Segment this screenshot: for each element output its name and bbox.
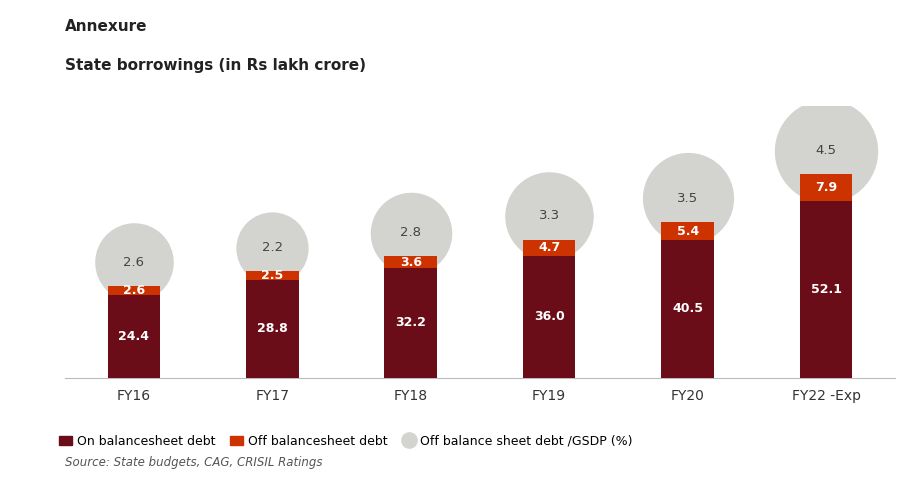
Text: State borrowings (in Rs lakh crore): State borrowings (in Rs lakh crore) [65, 58, 366, 73]
Bar [522, 240, 576, 256]
Bar [661, 240, 714, 378]
Text: 3.3: 3.3 [539, 210, 559, 223]
Text: Annexure: Annexure [65, 19, 147, 34]
Point [680, 195, 695, 202]
Text: 2.5: 2.5 [261, 269, 283, 282]
Bar [246, 272, 298, 280]
Bar [384, 256, 437, 269]
Point [542, 212, 557, 220]
Point [265, 244, 280, 252]
Point [126, 258, 141, 266]
Text: 7.9: 7.9 [815, 181, 837, 194]
Text: 2.8: 2.8 [401, 226, 421, 239]
Text: 52.1: 52.1 [810, 283, 842, 296]
Text: 40.5: 40.5 [672, 302, 703, 316]
Text: 24.4: 24.4 [118, 330, 150, 343]
Text: 2.6: 2.6 [124, 256, 144, 269]
Text: 2.2: 2.2 [262, 241, 282, 254]
Text: 5.4: 5.4 [677, 225, 699, 238]
Point [819, 147, 833, 154]
Point [403, 228, 418, 236]
Text: 3.6: 3.6 [400, 256, 422, 269]
Text: 4.5: 4.5 [816, 144, 836, 157]
Text: 3.5: 3.5 [677, 192, 698, 205]
Text: 4.7: 4.7 [538, 241, 560, 254]
Bar [522, 256, 576, 378]
Text: 28.8: 28.8 [257, 322, 288, 335]
Bar [246, 280, 298, 378]
Text: 32.2: 32.2 [395, 317, 426, 330]
Bar [107, 295, 160, 378]
Text: Source: State budgets, CAG, CRISIL Ratings: Source: State budgets, CAG, CRISIL Ratin… [65, 456, 322, 469]
Bar [799, 201, 852, 378]
Text: 36.0: 36.0 [533, 310, 565, 323]
Bar [107, 286, 160, 295]
Bar [384, 269, 437, 378]
Text: 2.6: 2.6 [123, 284, 145, 297]
Legend: On balancesheet debt, Off balancesheet debt, Off balance sheet debt /GSDP (%): On balancesheet debt, Off balancesheet d… [54, 430, 638, 453]
Bar [799, 174, 852, 201]
Bar [661, 222, 714, 240]
